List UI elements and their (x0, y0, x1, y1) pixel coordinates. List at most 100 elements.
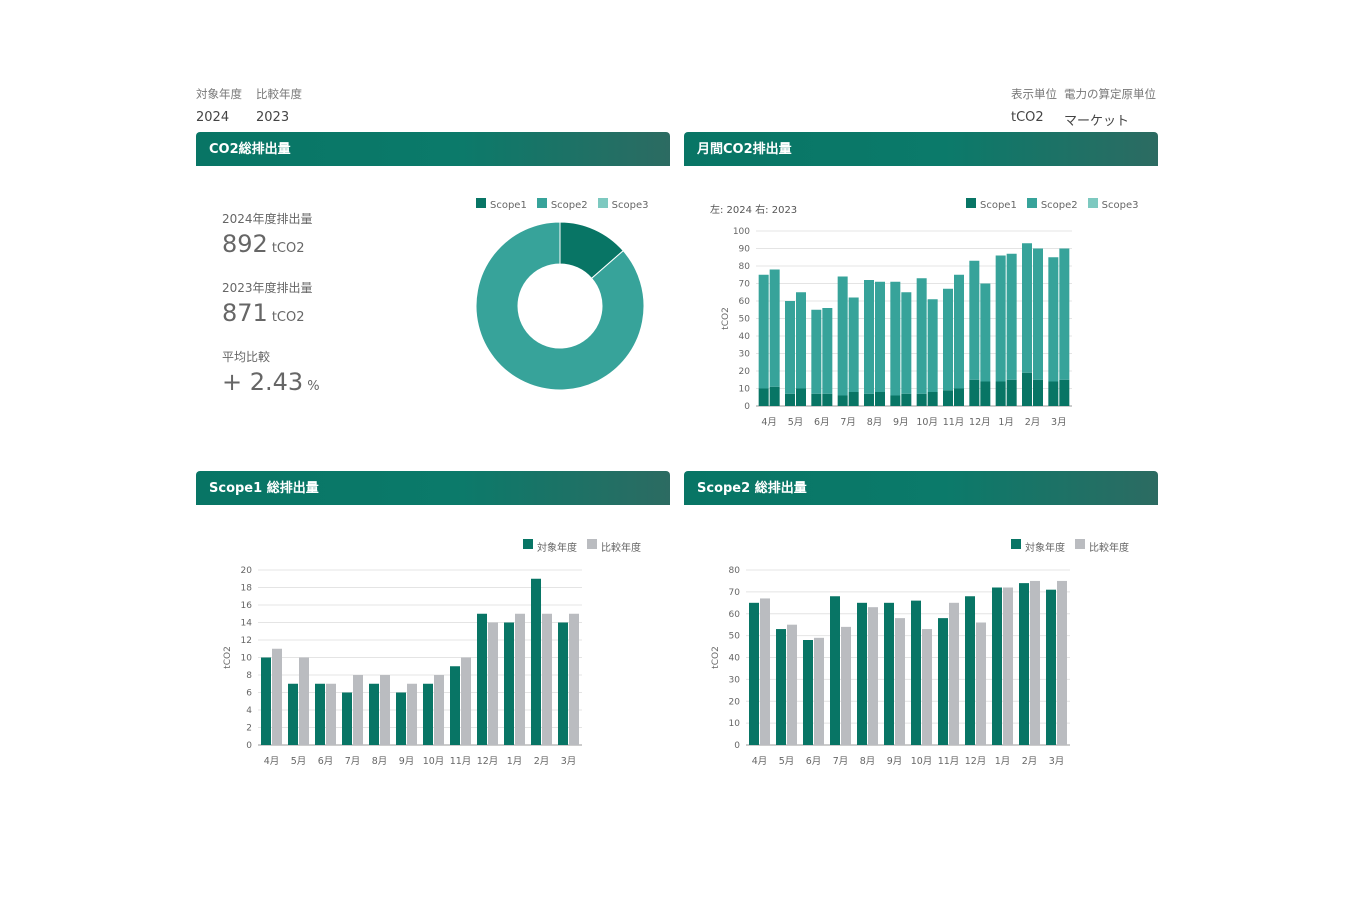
bar-compare-year[interactable] (272, 648, 282, 745)
bar-scope2-2023[interactable] (796, 292, 806, 389)
bar-scope2-2024[interactable] (916, 278, 927, 394)
bar-target-year[interactable] (749, 602, 759, 745)
bar-compare-year[interactable] (488, 622, 498, 746)
legend-item-scope3[interactable]: Scope3 (597, 197, 648, 211)
donut-slice-scope2[interactable] (475, 221, 645, 391)
bar-target-year[interactable] (504, 622, 514, 746)
bar-scope1-2023[interactable] (1033, 379, 1043, 406)
legend-item-scope1[interactable]: Scope1 (476, 197, 527, 211)
bar-compare-year[interactable] (760, 598, 770, 745)
bar-scope2-2023[interactable] (848, 297, 859, 393)
bar-target-year[interactable] (803, 640, 813, 745)
bar-compare-year[interactable] (515, 613, 525, 745)
legend-item-scope2[interactable]: Scope2 (536, 197, 588, 211)
bar-target-year[interactable] (423, 683, 433, 745)
bar-compare-year[interactable] (1030, 580, 1040, 745)
bar-compare-year[interactable] (1003, 587, 1013, 746)
bar-target-year[interactable] (450, 666, 460, 745)
bar-scope1-2024[interactable] (995, 381, 1006, 407)
bar-compare-year[interactable] (407, 683, 417, 745)
bar-scope1-2023[interactable] (769, 386, 780, 406)
bar-target-year[interactable] (396, 692, 406, 746)
bar-compare-year[interactable] (569, 613, 579, 745)
bar-scope1-2023[interactable] (954, 388, 964, 407)
bar-compare-year[interactable] (949, 602, 959, 745)
bar-target-year[interactable] (857, 602, 867, 745)
target-year-filter[interactable]: 対象年度 2024 (196, 86, 242, 125)
bar-scope2-2024[interactable] (811, 309, 822, 394)
bar-scope2-2024[interactable] (969, 260, 980, 380)
bar-scope2-2023[interactable] (954, 274, 964, 389)
bar-compare-year[interactable] (976, 622, 986, 746)
bar-scope1-2023[interactable] (1006, 379, 1017, 406)
bar-scope2-2024[interactable] (1048, 257, 1059, 382)
bar-target-year[interactable] (369, 683, 379, 745)
bar-target-year[interactable] (965, 596, 975, 745)
bar-target-year[interactable] (911, 600, 921, 745)
bar-scope1-2024[interactable] (890, 395, 901, 407)
unit-filter[interactable]: 表示単位 tCO2 (1011, 86, 1057, 125)
legend-item-target-year[interactable]: 対象年度 (1011, 538, 1065, 554)
power-factor-value[interactable]: マーケット (1064, 114, 1130, 129)
bar-compare-year[interactable] (353, 675, 363, 745)
bar-target-year[interactable] (1046, 589, 1056, 745)
bar-compare-year[interactable] (868, 607, 878, 745)
bar-scope1-2023[interactable] (875, 392, 885, 406)
bar-scope1-2024[interactable] (811, 393, 822, 406)
bar-scope1-2024[interactable] (758, 388, 769, 407)
bar-scope1-2024[interactable] (1048, 381, 1059, 407)
legend-item-compare-year[interactable]: 比較年度 (587, 538, 641, 554)
bar-scope1-2023[interactable] (848, 392, 859, 406)
bar-target-year[interactable] (830, 596, 840, 745)
bar-compare-year[interactable] (787, 624, 797, 745)
bar-scope2-2023[interactable] (1033, 248, 1043, 380)
bar-target-year[interactable] (558, 622, 568, 746)
bar-target-year[interactable] (938, 618, 948, 745)
bar-target-year[interactable] (288, 683, 298, 745)
bar-scope1-2023[interactable] (927, 392, 938, 406)
legend-item-scope3[interactable]: Scope3 (1087, 197, 1138, 211)
bar-compare-year[interactable] (814, 637, 824, 745)
bar-scope2-2023[interactable] (875, 281, 885, 392)
bar-compare-year[interactable] (841, 626, 851, 745)
bar-scope1-2024[interactable] (1022, 372, 1032, 406)
bar-scope2-2024[interactable] (758, 274, 769, 389)
bar-target-year[interactable] (1019, 583, 1029, 745)
bar-scope2-2023[interactable] (980, 283, 991, 382)
bar-target-year[interactable] (477, 613, 487, 745)
bar-scope1-2024[interactable] (943, 390, 953, 406)
bar-scope2-2023[interactable] (901, 292, 912, 394)
bar-scope2-2024[interactable] (864, 280, 874, 394)
bar-compare-year[interactable] (461, 657, 471, 746)
bar-compare-year[interactable] (895, 618, 905, 745)
bar-target-year[interactable] (992, 587, 1002, 746)
bar-scope2-2024[interactable] (837, 276, 848, 396)
target-year-value[interactable]: 2024 (196, 110, 230, 125)
bar-compare-year[interactable] (542, 613, 552, 745)
bar-scope1-2024[interactable] (864, 393, 874, 406)
bar-target-year[interactable] (315, 683, 325, 745)
power-factor-filter[interactable]: 電力の算定原単位 マーケット (1064, 86, 1156, 129)
unit-value[interactable]: tCO2 (1011, 110, 1044, 125)
bar-scope1-2023[interactable] (980, 381, 991, 407)
bar-target-year[interactable] (776, 629, 786, 745)
bar-scope2-2024[interactable] (943, 288, 953, 391)
legend-item-target-year[interactable]: 対象年度 (523, 538, 577, 554)
bar-scope1-2023[interactable] (796, 388, 806, 407)
monthly-co2-chart[interactable]: 0 10 20 30 40 50 60 70 80 90 100 tCO2 4月 5月 6月 7月 8月 9月 10… (684, 220, 1158, 432)
bar-scope2-2023[interactable] (769, 269, 780, 387)
bar-scope1-2023[interactable] (1059, 379, 1070, 406)
bar-compare-year[interactable] (434, 675, 444, 745)
bar-scope2-2023[interactable] (927, 299, 938, 392)
bar-scope1-2023[interactable] (901, 393, 912, 406)
bar-target-year[interactable] (261, 657, 271, 746)
bar-compare-year[interactable] (1057, 580, 1067, 745)
compare-year-filter[interactable]: 比較年度 2023 (256, 86, 302, 125)
bar-scope1-2024[interactable] (969, 379, 980, 406)
legend-item-scope1[interactable]: Scope1 (966, 197, 1017, 211)
bar-scope2-2023[interactable] (822, 308, 833, 394)
bar-scope2-2023[interactable] (1006, 253, 1017, 380)
bar-compare-year[interactable] (380, 675, 390, 745)
bar-compare-year[interactable] (922, 629, 932, 745)
bar-scope2-2024[interactable] (785, 301, 795, 394)
